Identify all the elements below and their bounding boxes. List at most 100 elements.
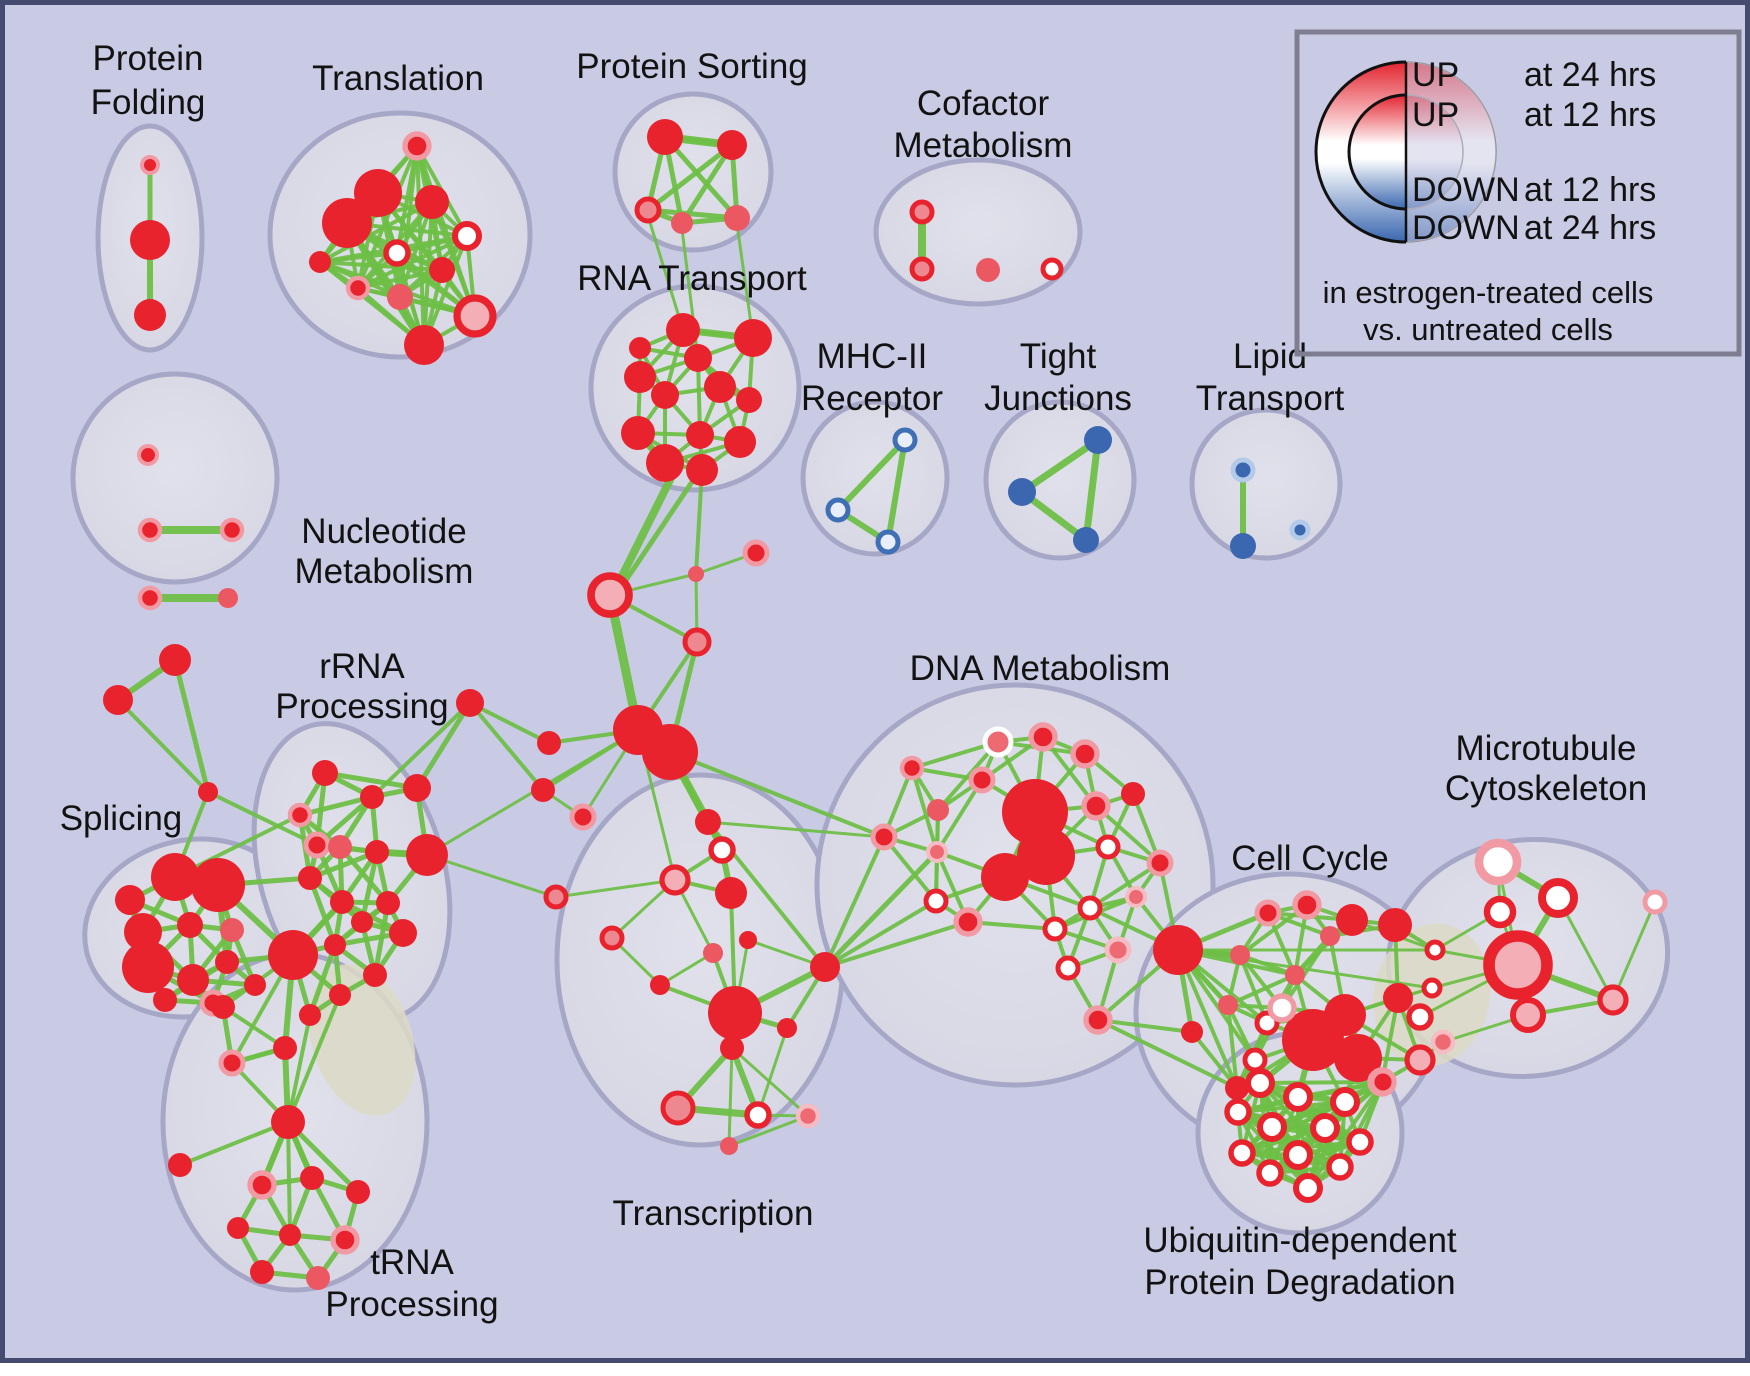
gene-node-whitecore	[1257, 1112, 1287, 1142]
gene-node-solid	[279, 1224, 301, 1246]
gene-node-pinkfill	[688, 566, 704, 582]
gene-node-blue	[1073, 527, 1099, 553]
gene-node-blue	[1230, 533, 1256, 559]
legend-time-label: at 24 hrs	[1524, 209, 1656, 247]
edge-mhc-ii-receptor	[835, 437, 908, 513]
gene-node-halopink	[1104, 936, 1132, 964]
gene-node-pinkfill	[1285, 965, 1305, 985]
gene-node-pinkcore	[659, 864, 691, 896]
gene-node-halo	[870, 823, 898, 851]
gene-node-solid	[346, 1180, 370, 1204]
gene-node-solid	[724, 426, 756, 458]
gene-node-whitecore	[1483, 895, 1517, 929]
gene-node-pinkfill	[724, 205, 750, 231]
gene-node-pinkcore2	[599, 925, 625, 951]
edge-translation	[318, 200, 434, 264]
gene-node-solid	[177, 964, 209, 996]
gene-node-solid	[651, 381, 679, 409]
gene-node-halo	[953, 907, 983, 937]
gene-node-solid	[708, 986, 762, 1040]
edge-protein-sorting	[662, 134, 740, 221]
gene-node-solid	[273, 1036, 297, 1060]
gene-node-whitecore	[744, 1101, 772, 1129]
cluster-label-transcription: Transcription	[613, 1194, 814, 1233]
link-edge	[1096, 1018, 1194, 1034]
link-edge	[615, 467, 703, 595]
edge-connectors	[116, 698, 210, 794]
gene-node-whitecore	[383, 239, 411, 267]
cluster-ellipse-nucleotide-metabolism	[70, 371, 280, 585]
gene-node-whitecore	[1424, 939, 1446, 961]
gene-node-solid	[1181, 1021, 1203, 1043]
gene-node-halo_white	[1642, 889, 1668, 915]
edge-transcription	[727, 1114, 810, 1148]
gene-node-whitecore	[1310, 1113, 1340, 1143]
gene-node-pinkcore	[453, 294, 497, 338]
gene-node-solid	[777, 1018, 797, 1038]
legend-faded-half	[1406, 62, 1496, 242]
cluster-label-mhc-ii-receptor: Receptor	[801, 379, 943, 418]
gene-node-whitecore	[1330, 1087, 1360, 1117]
gene-node-solid	[1383, 983, 1413, 1013]
cluster-ellipse-lipid-transport	[1189, 407, 1343, 561]
gene-node-solid	[309, 251, 331, 273]
link-edge	[823, 920, 970, 969]
gene-node-halo	[137, 517, 163, 543]
gene-node-halo	[140, 155, 160, 175]
gene-node-whitecore	[1228, 1139, 1256, 1167]
gene-node-pinkfill	[220, 918, 244, 942]
gene-node-solid	[734, 319, 772, 357]
cluster-label-cell-cycle: Cell Cycle	[1231, 839, 1389, 878]
gene-node-solid	[695, 809, 721, 835]
link-edge	[823, 899, 938, 969]
link-edge	[1176, 948, 1434, 990]
gene-node-halo	[345, 275, 371, 301]
edge-protein-sorting	[645, 207, 740, 221]
gene-node-solid	[715, 877, 747, 909]
cluster-label-tight-junctions: Tight	[1020, 337, 1097, 376]
gene-node-solid	[1225, 1076, 1249, 1100]
cluster-label-cofactor-metabolism: Cofactor	[917, 84, 1050, 123]
gene-node-solid	[360, 785, 384, 809]
gene-node-pinkfill	[671, 212, 693, 234]
gene-node-solid	[351, 911, 373, 933]
gene-node-solid	[330, 890, 354, 914]
gene-node-solid	[981, 853, 1029, 901]
gene-node-bluering	[892, 427, 918, 453]
gene-node-solid	[271, 1105, 305, 1139]
edge-translation	[356, 234, 469, 290]
gene-node-whitecore	[1042, 916, 1068, 942]
cluster-label-protein-sorting: Protein Sorting	[576, 47, 808, 86]
gene-node-whitering	[982, 726, 1014, 758]
legend-outer-arc	[1314, 60, 1407, 244]
gene-node-solid	[300, 1166, 324, 1190]
edge-connectors	[468, 701, 545, 792]
gene-node-solid	[354, 169, 402, 217]
gene-node-solid	[1017, 827, 1075, 885]
gene-node-solid	[537, 731, 561, 755]
gene-node-solid	[376, 891, 400, 915]
gene-node-pinkfill	[218, 588, 238, 608]
gene-node-whitecore	[1326, 1153, 1354, 1181]
gene-node-solid	[1282, 1009, 1344, 1071]
gene-node-pinkfill	[1218, 995, 1238, 1015]
gene-node-halo	[247, 1170, 277, 1200]
gene-node-solid	[177, 912, 203, 938]
link-edge	[823, 835, 886, 969]
gene-node-pinkcore	[1597, 984, 1629, 1016]
gene-node-halo	[968, 766, 996, 794]
gene-node-solid	[159, 644, 191, 676]
cluster-label-protein-folding: Folding	[91, 83, 206, 122]
gene-node-pinkcore2	[543, 884, 569, 910]
legend-time-label: at 24 hrs	[1524, 56, 1656, 94]
gene-node-solid	[322, 198, 372, 248]
edge-ubiquitin-degradation	[1306, 1080, 1385, 1190]
cluster-label-cofactor-metabolism: Metabolism	[894, 126, 1073, 165]
gene-node-solid	[298, 866, 322, 890]
gene-node-pinkfill	[703, 943, 723, 963]
gene-node-solid	[650, 975, 670, 995]
edge-cell-cycle	[1176, 948, 1239, 1090]
gene-node-whitecore	[1538, 878, 1578, 918]
gene-node-solid	[403, 774, 431, 802]
